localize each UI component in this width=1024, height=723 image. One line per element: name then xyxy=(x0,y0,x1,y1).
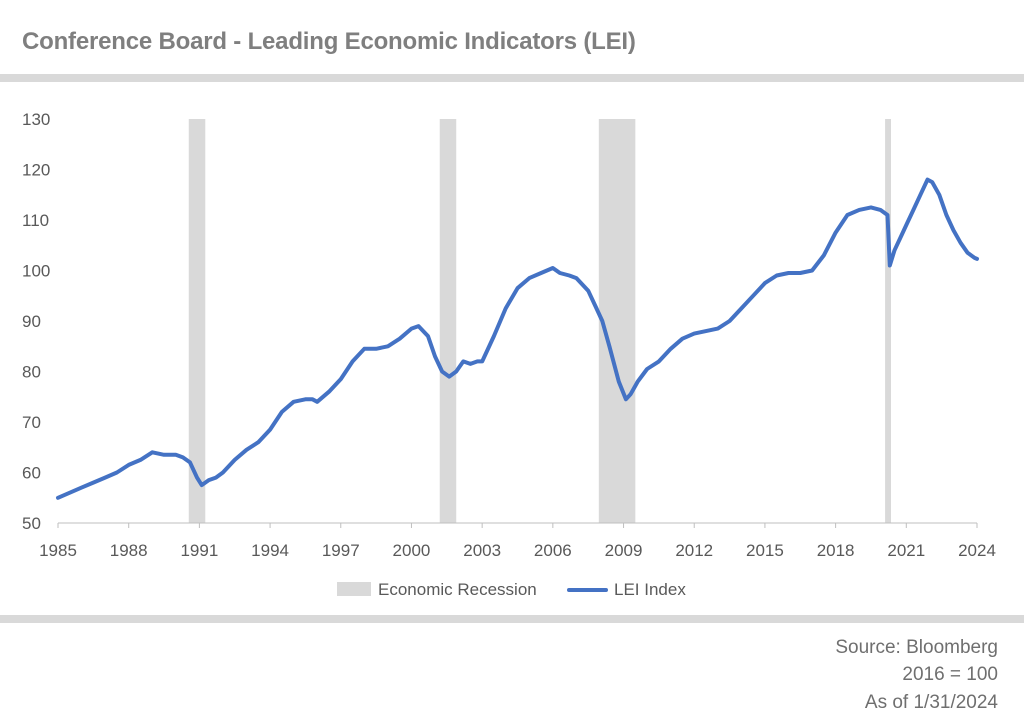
legend-lei-label: LEI Index xyxy=(614,580,686,599)
x-tick-label: 2012 xyxy=(675,541,713,560)
x-tick-label: 2009 xyxy=(605,541,643,560)
y-tick-label: 100 xyxy=(22,262,50,281)
recession-band-3 xyxy=(598,119,636,523)
y-tick-label: 120 xyxy=(22,161,50,180)
y-tick-label: 90 xyxy=(22,312,41,331)
x-tick-label: 2015 xyxy=(746,541,784,560)
y-tick-label: 60 xyxy=(22,464,41,483)
x-tick-label: 1985 xyxy=(39,541,77,560)
series-layer xyxy=(56,177,979,500)
x-tick-label: 2003 xyxy=(463,541,501,560)
x-tick-label: 1991 xyxy=(180,541,218,560)
x-tick-label: 2021 xyxy=(887,541,925,560)
y-tick-label: 50 xyxy=(22,514,41,533)
as-of-note: As of 1/31/2024 xyxy=(864,692,998,713)
x-tick-label: 1997 xyxy=(322,541,360,560)
y-tick-label: 130 xyxy=(22,110,50,129)
recession-bands xyxy=(188,119,891,523)
legend-recession-swatch xyxy=(337,582,371,596)
recession-band-1 xyxy=(188,119,206,523)
axes: 50 60 70 80 90 100 110 120 130 1985 1988 1991 1994 19… xyxy=(22,110,996,560)
recession-band-2 xyxy=(439,119,457,523)
source-note: Source: Bloomberg xyxy=(835,637,998,658)
x-tick-label: 2024 xyxy=(958,541,996,560)
legend-recession-label: Economic Recession xyxy=(378,580,537,599)
x-tick-label: 2000 xyxy=(393,541,431,560)
top-divider xyxy=(0,74,1024,82)
legend: Economic Recession LEI Index xyxy=(337,580,686,599)
x-tick-label: 1994 xyxy=(251,541,289,560)
base-note: 2016 = 100 xyxy=(902,664,998,685)
bottom-divider xyxy=(0,615,1024,623)
chart-title: Conference Board - Leading Economic Indi… xyxy=(22,28,636,55)
y-tick-label: 80 xyxy=(22,363,41,382)
y-tick-label: 110 xyxy=(22,211,49,230)
recession-band-4 xyxy=(885,119,891,523)
x-tick-label: 2018 xyxy=(817,541,855,560)
lei-index-line xyxy=(56,177,979,500)
x-tick-label: 2006 xyxy=(534,541,572,560)
y-tick-label: 70 xyxy=(22,413,41,432)
x-tick-label: 1988 xyxy=(110,541,148,560)
lei-chart: 50 60 70 80 90 100 110 120 130 1985 1988 1991 1994 19… xyxy=(22,110,996,599)
